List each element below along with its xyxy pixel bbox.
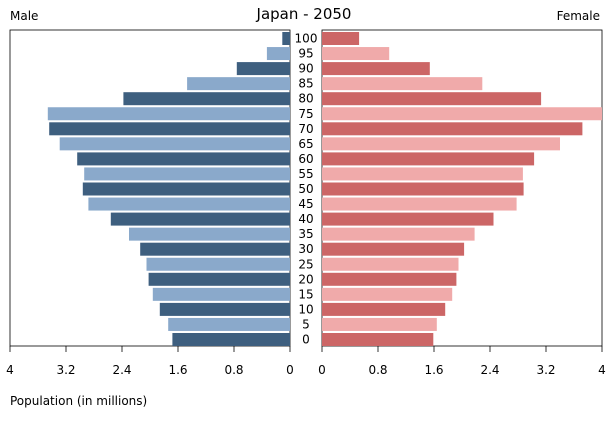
male-bar-age-25 [146, 257, 290, 271]
female-bar-age-80 [322, 92, 542, 106]
female-bar-age-40 [322, 212, 494, 226]
age-group-label: 30 [298, 242, 313, 256]
male-bar-age-80 [123, 92, 291, 106]
female-bar-age-75 [322, 107, 602, 121]
male-x-tick-label: 0 [286, 363, 294, 377]
male-bar-age-85 [187, 77, 290, 91]
female-bar-age-85 [322, 77, 483, 91]
age-group-label: 80 [298, 92, 313, 106]
age-group-label: 75 [298, 107, 313, 121]
female-panel-label: Female [557, 9, 600, 23]
female-x-tick-label: 0 [318, 363, 326, 377]
female-bar-age-60 [322, 152, 535, 166]
female-bar-age-100 [322, 32, 360, 45]
female-x-axis-ticks: 0 0.8 1.6 2.4 3.2 4 [318, 346, 606, 377]
female-bar-age-30 [322, 242, 465, 256]
male-x-tick-label: 2.4 [112, 363, 131, 377]
male-x-tick-label: 3.2 [56, 363, 75, 377]
male-bar-age-90 [236, 62, 290, 76]
female-bar-age-0 [322, 333, 434, 346]
x-axis-label: Population (in millions) [10, 394, 147, 408]
male-bar-age-30 [140, 242, 290, 256]
male-bar-age-5 [168, 317, 290, 331]
age-group-label: 55 [298, 167, 313, 181]
age-group-label: 60 [298, 152, 313, 166]
male-panel-label: Male [10, 9, 38, 23]
female-x-tick-label: 1.6 [424, 363, 443, 377]
female-bar-age-15 [322, 287, 453, 301]
female-bar-age-10 [322, 302, 446, 316]
age-group-label: 90 [298, 62, 313, 76]
age-group-labels: 0 510152025303540455055606570758085909510… [295, 32, 318, 347]
female-x-tick-label: 4 [598, 363, 606, 377]
age-group-label: 5 [302, 317, 310, 331]
female-bar-age-35 [322, 227, 475, 241]
age-group-label: 45 [298, 197, 313, 211]
female-bar-age-45 [322, 197, 517, 211]
female-bar-age-70 [322, 122, 583, 136]
female-bar-age-5 [322, 317, 437, 331]
male-bar-age-70 [49, 122, 291, 136]
female-x-tick-label: 2.4 [480, 363, 499, 377]
male-x-axis-ticks: 0 0.8 1.6 2.4 3.2 4 [6, 346, 294, 377]
male-x-tick-label: 1.6 [168, 363, 187, 377]
age-group-label: 85 [298, 77, 313, 91]
male-bar-age-100 [282, 32, 290, 45]
male-bar-age-60 [77, 152, 290, 166]
female-x-tick-label: 3.2 [536, 363, 555, 377]
age-group-label: 25 [298, 257, 313, 271]
age-group-label: 15 [298, 287, 313, 301]
male-bar-age-55 [84, 167, 290, 181]
age-group-label: 35 [298, 227, 313, 241]
male-bar-age-45 [88, 197, 291, 211]
female-bars [322, 32, 602, 346]
age-group-label: 20 [298, 272, 313, 286]
age-group-label: 100 [295, 32, 318, 46]
male-bar-age-95 [266, 47, 290, 61]
age-group-label: 95 [298, 47, 313, 61]
chart-title: Japan - 2050 [256, 5, 352, 23]
male-bar-age-65 [59, 137, 291, 151]
female-bar-age-65 [322, 137, 560, 151]
female-bar-age-95 [322, 47, 390, 61]
male-bar-age-75 [47, 107, 290, 121]
age-group-label: 10 [298, 302, 313, 316]
age-group-label: 70 [298, 122, 313, 136]
male-bar-age-15 [152, 287, 290, 301]
age-group-label: 40 [298, 212, 313, 226]
female-x-tick-label: 0.8 [368, 363, 387, 377]
male-bar-age-35 [129, 227, 290, 241]
male-bar-age-50 [82, 182, 290, 196]
female-bar-age-90 [322, 62, 430, 76]
age-group-label: 0 [302, 333, 310, 347]
female-bar-age-25 [322, 257, 459, 271]
female-bar-age-50 [322, 182, 524, 196]
male-bar-age-20 [148, 272, 290, 286]
age-group-label: 65 [298, 137, 313, 151]
male-x-tick-label: 0.8 [224, 363, 243, 377]
age-group-label: 50 [298, 182, 313, 196]
male-bar-age-0 [172, 333, 290, 346]
male-bars [47, 32, 291, 346]
male-bar-age-40 [110, 212, 290, 226]
female-bar-age-55 [322, 167, 523, 181]
male-bar-age-10 [159, 302, 290, 316]
female-bar-age-20 [322, 272, 457, 286]
male-x-tick-label: 4 [6, 363, 14, 377]
